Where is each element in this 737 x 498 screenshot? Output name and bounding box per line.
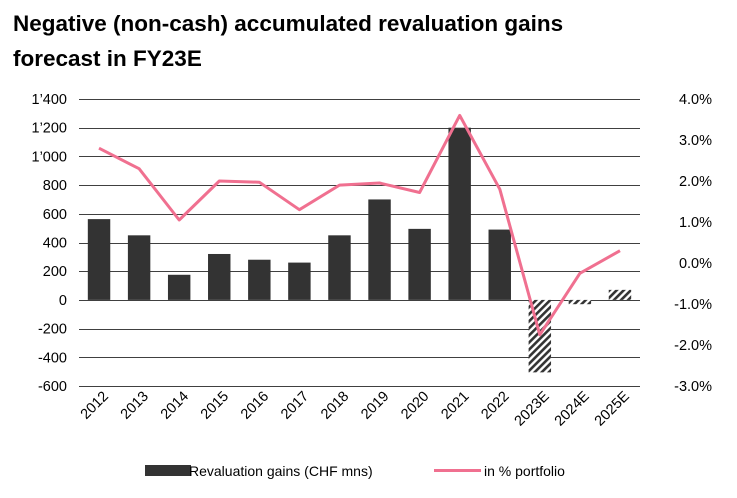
bar-2014 bbox=[167, 274, 191, 300]
legend: Revaluation gains (CHF mns) in % portfoli… bbox=[145, 463, 565, 479]
line-series bbox=[98, 113, 621, 337]
left-tick-label: -600 bbox=[38, 379, 67, 395]
right-tick-label: 2.0% bbox=[679, 174, 712, 190]
left-tick-label: 400 bbox=[43, 236, 67, 252]
left-axis: -600 -400 -200 0 200 400 600 800 1’000 1’200 1’400 bbox=[32, 92, 67, 395]
x-tick-label: 2020 bbox=[398, 389, 432, 423]
x-tick-label: 2016 bbox=[238, 389, 272, 423]
right-tick-label: -3.0% bbox=[674, 379, 712, 395]
bar-2013 bbox=[127, 235, 151, 300]
left-tick-label: 1’200 bbox=[32, 121, 67, 137]
x-tick-label: 2022 bbox=[478, 389, 512, 423]
right-axis: -3.0% -2.0% -1.0% 0.0% 1.0% 2.0% 3.0% 4.0% bbox=[674, 92, 712, 395]
x-tick-label: 2019 bbox=[358, 389, 392, 423]
x-tick-label: 2014 bbox=[158, 389, 192, 423]
bar-2020 bbox=[408, 228, 431, 300]
chart-title-line-2: forecast in FY23E bbox=[13, 46, 202, 71]
x-tick-label: 2025E bbox=[592, 388, 633, 429]
bar-2024E bbox=[568, 299, 592, 305]
left-tick-label: 0 bbox=[59, 293, 67, 309]
bar-2018 bbox=[328, 235, 351, 300]
left-tick-label: 1’000 bbox=[32, 149, 67, 165]
x-axis: 2012 2013 2014 2015 2016 2017 2018 2019 2020 2021… bbox=[78, 388, 633, 429]
bar-series bbox=[87, 127, 632, 373]
bar-2017 bbox=[288, 262, 311, 300]
left-tick-label: -400 bbox=[38, 350, 67, 366]
right-tick-label: 0.0% bbox=[679, 256, 712, 272]
line-in-percent-portfolio bbox=[98, 113, 621, 337]
bar-2021 bbox=[448, 127, 471, 300]
bar-2019 bbox=[368, 199, 391, 300]
x-tick-label: 2021 bbox=[438, 389, 472, 423]
left-tick-label: 200 bbox=[43, 264, 67, 280]
left-tick-label: 1’400 bbox=[32, 92, 67, 108]
right-tick-label: 1.0% bbox=[679, 215, 712, 231]
left-tick-label: 600 bbox=[43, 207, 67, 223]
x-tick-label: 2012 bbox=[78, 389, 112, 423]
right-tick-label: -2.0% bbox=[674, 338, 712, 354]
right-tick-label: -1.0% bbox=[674, 297, 712, 313]
chart-title: Negative (non-cash) accumulated revaluat… bbox=[13, 6, 733, 76]
legend-line-label: in % portfolio bbox=[484, 463, 565, 479]
x-tick-label: 2017 bbox=[278, 389, 312, 423]
bar-2022 bbox=[488, 229, 511, 300]
x-tick-label: 2018 bbox=[318, 389, 352, 423]
grid-lines bbox=[79, 99, 640, 387]
x-tick-label: 2024E bbox=[552, 388, 593, 429]
right-tick-label: 3.0% bbox=[679, 133, 712, 149]
left-tick-label: 800 bbox=[43, 178, 67, 194]
left-tick-label: -200 bbox=[38, 322, 67, 338]
x-tick-label: 2013 bbox=[118, 389, 152, 423]
bar-2016 bbox=[248, 259, 271, 300]
x-tick-label: 2015 bbox=[198, 389, 232, 423]
legend-bar-swatch bbox=[145, 465, 191, 476]
bar-2015 bbox=[208, 253, 231, 300]
legend-bar-label: Revaluation gains (CHF mns) bbox=[189, 463, 373, 479]
bar-2025E bbox=[608, 289, 632, 300]
bar-2012 bbox=[87, 219, 111, 300]
chart-title-line-1: Negative (non-cash) accumulated revaluat… bbox=[13, 11, 564, 36]
right-tick-label: 4.0% bbox=[679, 92, 712, 108]
x-tick-label: 2023E bbox=[512, 388, 553, 429]
